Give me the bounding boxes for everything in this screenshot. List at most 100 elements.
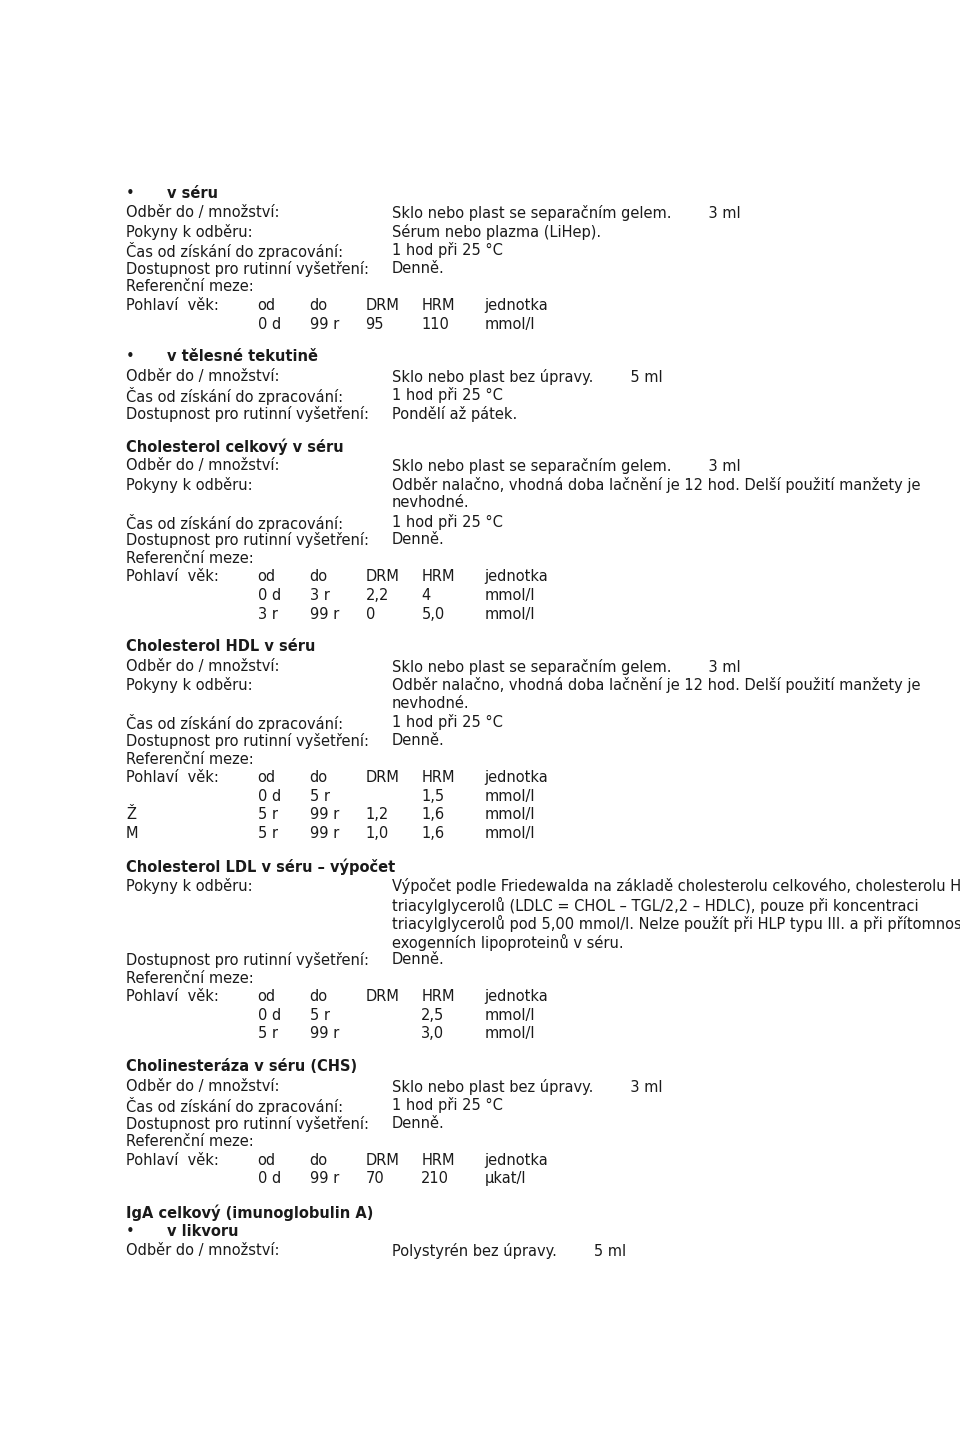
Text: •: •: [126, 349, 134, 364]
Text: Denně.: Denně.: [392, 260, 444, 276]
Text: Sklo nebo plast bez úpravy.        3 ml: Sklo nebo plast bez úpravy. 3 ml: [392, 1079, 662, 1095]
Text: Cholesterol celkový v séru: Cholesterol celkový v séru: [126, 439, 344, 455]
Text: Referenční meze:: Referenční meze:: [126, 1134, 253, 1149]
Text: Sklo nebo plast bez úpravy.        5 ml: Sklo nebo plast bez úpravy. 5 ml: [392, 369, 662, 385]
Text: Pondělí až pátek.: Pondělí až pátek.: [392, 406, 516, 422]
Text: HRM: HRM: [421, 570, 455, 585]
Text: DRM: DRM: [366, 570, 399, 585]
Text: 3 r: 3 r: [257, 606, 277, 621]
Text: 1,2: 1,2: [366, 807, 389, 822]
Text: 5 r: 5 r: [257, 826, 277, 840]
Text: Pohlaví  věk:: Pohlaví věk:: [126, 1153, 219, 1168]
Text: 1 hod při 25 °C: 1 hod při 25 °C: [392, 1098, 502, 1114]
Text: Odběr nalačno, vhodná doba lačnění je 12 hod. Delší použití manžety je: Odběr nalačno, vhodná doba lačnění je 12…: [392, 678, 920, 694]
Text: Pohlaví  věk:: Pohlaví věk:: [126, 771, 219, 785]
Text: HRM: HRM: [421, 989, 455, 1005]
Text: Odběr do / množství:: Odběr do / množství:: [126, 205, 279, 220]
Text: Pohlaví  věk:: Pohlaví věk:: [126, 989, 219, 1005]
Text: do: do: [310, 570, 328, 585]
Text: 0 d: 0 d: [257, 788, 281, 804]
Text: 99 r: 99 r: [310, 807, 339, 822]
Text: Denně.: Denně.: [392, 733, 444, 747]
Text: v likvoru: v likvoru: [167, 1224, 238, 1239]
Text: DRM: DRM: [366, 298, 399, 313]
Text: Sérum nebo plazma (LiHep).: Sérum nebo plazma (LiHep).: [392, 224, 601, 240]
Text: •: •: [126, 186, 134, 201]
Text: Pokyny k odběru:: Pokyny k odběru:: [126, 678, 252, 694]
Text: nevhodné.: nevhodné.: [392, 696, 469, 711]
Text: jednotka: jednotka: [485, 570, 548, 585]
Text: 5 r: 5 r: [257, 807, 277, 822]
Text: 0 d: 0 d: [257, 317, 281, 332]
Text: 5,0: 5,0: [421, 606, 444, 621]
Text: Pokyny k odběru:: Pokyny k odběru:: [126, 477, 252, 493]
Text: Odběr do / množství:: Odběr do / množství:: [126, 369, 279, 384]
Text: 1 hod při 25 °C: 1 hod při 25 °C: [392, 243, 502, 259]
Text: Pohlaví  věk:: Pohlaví věk:: [126, 298, 219, 313]
Text: Dostupnost pro rutinní vyšetření:: Dostupnost pro rutinní vyšetření:: [126, 1115, 369, 1131]
Text: μkat/l: μkat/l: [485, 1172, 526, 1186]
Text: 0 d: 0 d: [257, 1008, 281, 1022]
Text: 99 r: 99 r: [310, 1172, 339, 1186]
Text: jednotka: jednotka: [485, 298, 548, 313]
Text: triacylglycerolů (LDLC = CHOL – TGL/2,2 – HDLC), pouze při koncentraci: triacylglycerolů (LDLC = CHOL – TGL/2,2 …: [392, 897, 918, 913]
Text: Referenční meze:: Referenční meze:: [126, 279, 253, 295]
Text: jednotka: jednotka: [485, 989, 548, 1005]
Text: Sklo nebo plast se separačním gelem.        3 ml: Sklo nebo plast se separačním gelem. 3 m…: [392, 205, 740, 221]
Text: Denně.: Denně.: [392, 952, 444, 967]
Text: 1,5: 1,5: [421, 788, 444, 804]
Text: Odběr do / množství:: Odběr do / množství:: [126, 1243, 279, 1258]
Text: 0 d: 0 d: [257, 1172, 281, 1186]
Text: •: •: [126, 1224, 134, 1239]
Text: exogenních lipoproteinů v séru.: exogenních lipoproteinů v séru.: [392, 933, 623, 951]
Text: Dostupnost pro rutinní vyšetření:: Dostupnost pro rutinní vyšetření:: [126, 733, 369, 749]
Text: jednotka: jednotka: [485, 1153, 548, 1168]
Text: 0: 0: [366, 606, 375, 621]
Text: Cholesterol HDL v séru: Cholesterol HDL v séru: [126, 640, 315, 654]
Text: mmol/l: mmol/l: [485, 606, 535, 621]
Text: 5 r: 5 r: [310, 788, 329, 804]
Text: Odběr do / množství:: Odběr do / množství:: [126, 458, 279, 473]
Text: Polystyrén bez úpravy.        5 ml: Polystyrén bez úpravy. 5 ml: [392, 1243, 626, 1259]
Text: 70: 70: [366, 1172, 384, 1186]
Text: Cholinesteráza v séru (CHS): Cholinesteráza v séru (CHS): [126, 1059, 357, 1075]
Text: Pokyny k odběru:: Pokyny k odběru:: [126, 224, 252, 240]
Text: Dostupnost pro rutinní vyšetření:: Dostupnost pro rutinní vyšetření:: [126, 260, 369, 276]
Text: 3 r: 3 r: [310, 587, 329, 603]
Text: Dostupnost pro rutinní vyšetření:: Dostupnost pro rutinní vyšetření:: [126, 952, 369, 968]
Text: Referenční meze:: Referenční meze:: [126, 752, 253, 766]
Text: 210: 210: [421, 1172, 449, 1186]
Text: mmol/l: mmol/l: [485, 317, 535, 332]
Text: od: od: [257, 989, 276, 1005]
Text: 1 hod při 25 °C: 1 hod při 25 °C: [392, 513, 502, 529]
Text: DRM: DRM: [366, 1153, 399, 1168]
Text: mmol/l: mmol/l: [485, 1008, 535, 1022]
Text: DRM: DRM: [366, 989, 399, 1005]
Text: 5 r: 5 r: [310, 1008, 329, 1022]
Text: Čas od získání do zpracování:: Čas od získání do zpracování:: [126, 1098, 343, 1115]
Text: 1,6: 1,6: [421, 826, 444, 840]
Text: 1 hod při 25 °C: 1 hod při 25 °C: [392, 387, 502, 403]
Text: triacylglycerolů pod 5,00 mmol/l. Nelze použít při HLP typu III. a při přítomnos: triacylglycerolů pod 5,00 mmol/l. Nelze …: [392, 915, 960, 932]
Text: Pokyny k odběru:: Pokyny k odběru:: [126, 878, 252, 894]
Text: 0 d: 0 d: [257, 587, 281, 603]
Text: do: do: [310, 989, 328, 1005]
Text: 99 r: 99 r: [310, 606, 339, 621]
Text: Ž: Ž: [126, 807, 136, 822]
Text: Výpočet podle Friedewalda na základě cholesterolu celkového, cholesterolu HDL a: Výpočet podle Friedewalda na základě cho…: [392, 878, 960, 894]
Text: Cholesterol LDL v séru – výpočet: Cholesterol LDL v séru – výpočet: [126, 858, 396, 875]
Text: 4: 4: [421, 587, 431, 603]
Text: od: od: [257, 298, 276, 313]
Text: mmol/l: mmol/l: [485, 788, 535, 804]
Text: mmol/l: mmol/l: [485, 807, 535, 822]
Text: 2,5: 2,5: [421, 1008, 444, 1022]
Text: v séru: v séru: [167, 186, 218, 201]
Text: 95: 95: [366, 317, 384, 332]
Text: Odběr nalačno, vhodná doba lačnění je 12 hod. Delší použití manžety je: Odběr nalačno, vhodná doba lačnění je 12…: [392, 477, 920, 493]
Text: do: do: [310, 771, 328, 785]
Text: jednotka: jednotka: [485, 771, 548, 785]
Text: Referenční meze:: Referenční meze:: [126, 971, 253, 986]
Text: 99 r: 99 r: [310, 826, 339, 840]
Text: Odběr do / množství:: Odběr do / množství:: [126, 1079, 279, 1093]
Text: Dostupnost pro rutinní vyšetření:: Dostupnost pro rutinní vyšetření:: [126, 406, 369, 422]
